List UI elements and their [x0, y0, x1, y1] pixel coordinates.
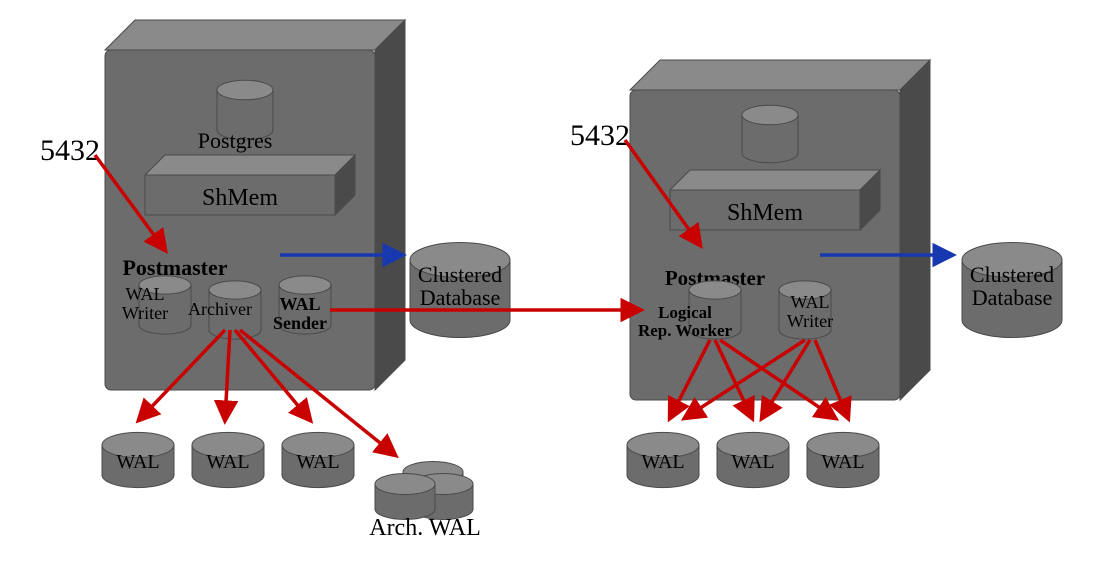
- svg-text:WAL: WAL: [641, 451, 684, 473]
- svg-text:ClusteredDatabase: ClusteredDatabase: [970, 262, 1054, 310]
- svg-text:WALWriter: WALWriter: [787, 292, 833, 331]
- svg-text:ClusteredDatabase: ClusteredDatabase: [418, 262, 502, 310]
- svg-text:WALWriter: WALWriter: [122, 284, 168, 323]
- svg-text:Archiver: Archiver: [188, 299, 252, 319]
- svg-text:5432: 5432: [570, 119, 630, 152]
- svg-text:WAL: WAL: [206, 451, 249, 473]
- svg-text:WAL: WAL: [296, 451, 339, 473]
- svg-text:ShMem: ShMem: [202, 185, 278, 211]
- svg-text:WALSender: WALSender: [273, 294, 327, 333]
- architecture-diagram: PostgresShMemPostmasterWALWriterArchiver…: [0, 0, 1098, 568]
- svg-text:WAL: WAL: [731, 451, 774, 473]
- svg-text:Arch. WAL: Arch. WAL: [369, 515, 481, 541]
- svg-text:ShMem: ShMem: [727, 200, 803, 226]
- svg-text:WAL: WAL: [821, 451, 864, 473]
- svg-text:Postgres: Postgres: [198, 128, 273, 153]
- svg-text:WAL: WAL: [116, 451, 159, 473]
- svg-text:5432: 5432: [40, 134, 100, 167]
